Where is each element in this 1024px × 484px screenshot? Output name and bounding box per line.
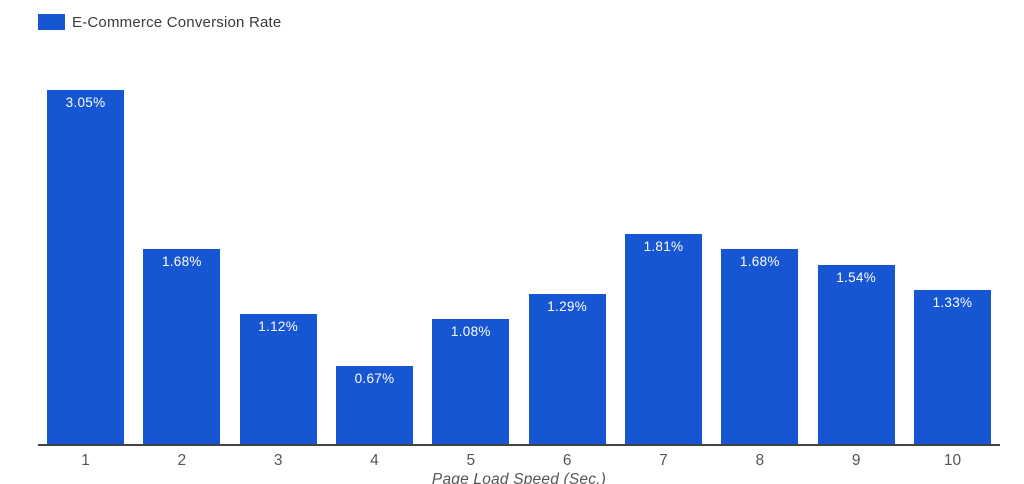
bar-series-0-item-10[interactable]: 1.33% (913, 290, 991, 444)
bar-value-label: 1.68% (739, 254, 780, 269)
bar-value-label: 1.68% (161, 254, 202, 269)
bar-value-label: 1.12% (258, 319, 299, 334)
bar-series-0-item-3[interactable]: 1.12% (239, 314, 317, 444)
x-axis-tick-labels: 1 2 3 4 5 6 7 8 9 10 (38, 446, 1000, 470)
bar-value-label: 0.67% (354, 371, 395, 386)
bar-value-label: 1.54% (836, 270, 877, 285)
bar-value-label: 1.08% (450, 324, 491, 339)
x-tick-label: 10 (943, 452, 962, 469)
x-tick-label: 7 (659, 452, 668, 469)
x-tick-label: 6 (562, 452, 572, 469)
bar-series-0-item-1[interactable]: 3.05% (47, 90, 124, 444)
bar-value-label: 1.29% (547, 299, 588, 314)
bar-series-0-item-7[interactable]: 1.81% (624, 234, 702, 444)
legend-item[interactable]: E-Commerce Conversion Rate (38, 13, 1000, 31)
x-axis-title: Page Load Speed (Sec.) (431, 471, 607, 484)
bar-value-label: 1.81% (643, 239, 684, 254)
bar-value-label: 1.33% (932, 295, 973, 310)
x-tick-label: 2 (177, 452, 187, 469)
bar-series-0-item-4[interactable]: 0.67% (335, 366, 413, 444)
x-tick-label: 4 (370, 452, 379, 469)
legend-swatch (38, 14, 65, 30)
plot-area: 3.05% 1.68% 1.12% 0.67% 1.08% 1.29% 1.81% 1.68%… (38, 90, 1000, 446)
x-tick-label: 3 (273, 452, 283, 469)
legend-label: E-Commerce Conversion Rate (72, 13, 282, 31)
x-tick-label: 1 (81, 452, 90, 469)
bar-series-0-item-9[interactable]: 1.54% (817, 265, 895, 444)
bar-chart: E-Commerce Conversion Rate 3.05% 1.68% 1.1… (38, 14, 1000, 484)
bar-series-0-item-2[interactable]: 1.68% (143, 249, 221, 444)
bar-series-0-item-8[interactable]: 1.68% (721, 249, 799, 444)
bar-value-label: 3.05% (65, 95, 106, 110)
x-tick-label: 8 (755, 452, 765, 469)
x-tick-label: 9 (851, 452, 861, 469)
x-tick-label: 5 (466, 452, 476, 469)
bar-series-0-item-5[interactable]: 1.08% (432, 319, 510, 444)
bar-series-0-item-6[interactable]: 1.29% (528, 294, 606, 444)
